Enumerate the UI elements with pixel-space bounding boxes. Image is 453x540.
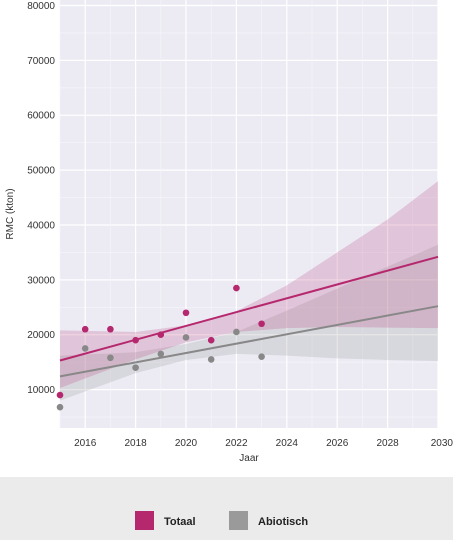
- trend-line-abiotisch: [59, 305, 439, 378]
- data-point-totaal: [233, 284, 240, 292]
- data-point-abiotisch: [157, 350, 165, 358]
- legend-label-totaal: Totaal: [164, 516, 196, 528]
- data-point-totaal: [81, 325, 89, 333]
- x-tick-label: 2018: [124, 438, 147, 449]
- legend-label-abiotisch: Abiotisch: [258, 516, 308, 528]
- data-point-abiotisch: [132, 364, 139, 371]
- data-point-totaal: [132, 336, 139, 344]
- data-point-abiotisch: [81, 345, 89, 352]
- y-tick-label: 80000: [27, 1, 55, 12]
- data-point-abiotisch: [258, 353, 265, 360]
- data-point-totaal: [182, 309, 190, 317]
- legend-panel: [0, 477, 453, 540]
- grid-lines: [59, 0, 439, 428]
- trend-lines: [59, 255, 439, 378]
- data-point-totaal: [157, 331, 165, 339]
- legend: Totaal Abiotisch: [135, 511, 308, 530]
- x-tick-label: 2020: [175, 438, 198, 449]
- data-point-abiotisch: [182, 334, 190, 341]
- x-tick-label: 2016: [74, 438, 97, 449]
- legend-swatch-totaal: [135, 511, 154, 530]
- x-axis-ticks: 2016 2018 2020 2022 2024 2026 2028 2030: [74, 438, 453, 449]
- data-point-abiotisch: [233, 328, 240, 336]
- x-tick-label: 2022: [225, 438, 248, 449]
- y-tick-label: 50000: [27, 166, 55, 177]
- x-tick-label: 2024: [276, 438, 299, 449]
- data-point-totaal: [207, 336, 215, 344]
- data-point-abiotisch: [107, 354, 114, 362]
- y-tick-label: 30000: [27, 275, 55, 286]
- data-point-totaal: [56, 391, 64, 399]
- x-tick-label: 2026: [326, 438, 349, 449]
- confidence-band-abiotisch: [60, 244, 438, 401]
- y-axis-title: RMC (kton): [5, 188, 16, 239]
- data-point-totaal: [258, 320, 265, 328]
- plot-area: [60, 0, 438, 428]
- data-points: [56, 284, 265, 411]
- y-tick-label: 60000: [27, 111, 55, 122]
- x-tick-label: 2030: [431, 438, 453, 449]
- y-tick-label: 70000: [27, 56, 55, 67]
- data-point-abiotisch: [56, 403, 64, 411]
- y-tick-label: 40000: [27, 220, 55, 231]
- y-tick-label: 10000: [27, 385, 55, 396]
- confidence-bands: [60, 181, 438, 401]
- data-point-abiotisch: [207, 356, 215, 363]
- y-axis-ticks: 10000 20000 30000 40000 50000 60000 70000 80000: [27, 1, 55, 396]
- confidence-band-totaal: [60, 181, 438, 388]
- x-axis-title: Jaar: [239, 453, 259, 464]
- y-tick-label: 20000: [27, 330, 55, 341]
- data-point-totaal: [107, 325, 114, 333]
- x-tick-label: 2028: [376, 438, 399, 449]
- trend-line-totaal: [59, 255, 439, 362]
- legend-swatch-abiotisch: [229, 511, 248, 530]
